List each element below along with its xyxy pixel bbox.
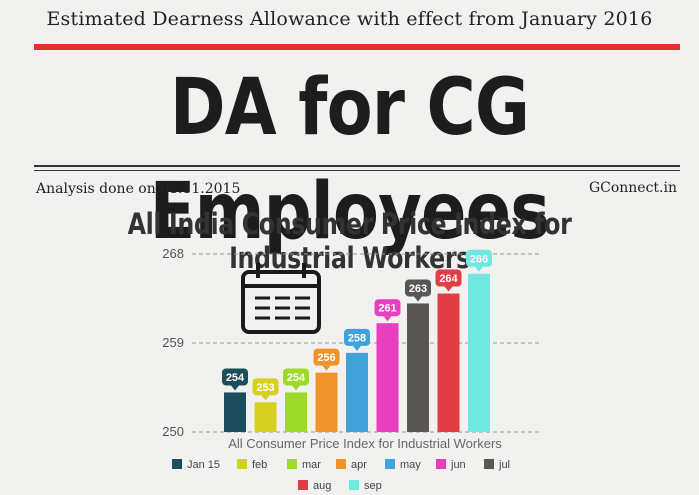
legend: Jan 15 feb mar apr may jun jul aug sep <box>172 459 510 492</box>
value-bubble <box>435 269 462 287</box>
legend-swatch <box>298 480 308 490</box>
legend-label: mar <box>302 459 321 471</box>
analysis-note: Analysis done on 01.11.2015 <box>36 181 241 197</box>
bar-may[interactable] <box>346 352 368 432</box>
legend-label: Jan 15 <box>187 459 220 471</box>
value-label: 263 <box>409 283 427 295</box>
legend-swatch <box>172 459 182 469</box>
value-bubble <box>405 279 431 297</box>
value-label: 258 <box>348 332 366 344</box>
legend-item-sep[interactable]: sep <box>349 480 382 492</box>
page-title: DA for CG Employees <box>149 63 551 257</box>
bar-jul[interactable] <box>407 303 429 432</box>
legend-label: feb <box>252 459 267 471</box>
legend-label: aug <box>313 480 331 492</box>
y-ticks: 250 259 268 <box>162 246 184 439</box>
rule-thin <box>34 170 680 171</box>
value-bubble <box>374 299 401 317</box>
bar-mar[interactable] <box>285 392 307 432</box>
bar-feb[interactable] <box>254 402 277 432</box>
value-bubble <box>252 378 279 396</box>
calendar-icon <box>241 263 321 334</box>
legend-label: may <box>400 459 421 471</box>
bar-apr[interactable] <box>315 372 338 432</box>
legend-item-apr[interactable]: apr <box>336 459 367 471</box>
bar-aug[interactable] <box>437 293 460 432</box>
value-bubble <box>222 368 248 386</box>
y-tick-label: 250 <box>162 424 184 439</box>
value-label: 254 <box>226 372 245 384</box>
legend-item-jun[interactable]: jun <box>436 459 466 471</box>
value-label: 266 <box>470 253 488 265</box>
value-bubble <box>344 328 370 346</box>
value-bubble-pointer <box>475 266 483 272</box>
legend-item-jan-15[interactable]: Jan 15 <box>172 459 220 471</box>
legend-label: jun <box>450 459 466 471</box>
subtitle: Estimated Dearness Allowance with effect… <box>46 8 653 30</box>
chart-title: All India Consumer Price Index for Indus… <box>127 207 572 275</box>
rule-thick <box>34 165 680 167</box>
value-bubble-pointer <box>292 385 300 391</box>
bar-sep[interactable] <box>468 273 490 432</box>
legend-label: jul <box>498 459 510 471</box>
value-labels: 254 253 254 256 258 261 263 264 266 <box>222 249 492 401</box>
red-divider <box>34 44 680 50</box>
value-bubble-pointer <box>353 345 361 351</box>
value-bubble-pointer <box>414 296 422 302</box>
legend-swatch <box>287 459 297 469</box>
x-axis-label: All Consumer Price Index for Industrial … <box>228 436 502 451</box>
value-label: 261 <box>378 303 396 315</box>
legend-item-jul[interactable]: jul <box>484 459 510 471</box>
value-bubble <box>313 348 340 366</box>
value-bubble-pointer <box>231 385 239 391</box>
legend-item-mar[interactable]: mar <box>287 459 321 471</box>
value-bubble-pointer <box>261 395 270 401</box>
value-bubble-pointer <box>383 316 392 322</box>
y-tick-label: 268 <box>162 246 184 261</box>
value-label: 264 <box>439 273 458 285</box>
legend-label: sep <box>364 480 382 492</box>
legend-swatch <box>237 459 247 469</box>
bars <box>224 273 490 432</box>
y-tick-label: 259 <box>162 335 184 350</box>
value-label: 256 <box>317 352 335 364</box>
legend-item-feb[interactable]: feb <box>237 459 267 471</box>
legend-swatch <box>484 459 494 469</box>
source-label: GConnect.in <box>588 180 677 196</box>
value-label: 253 <box>256 382 274 394</box>
value-label: 254 <box>287 372 306 384</box>
legend-swatch <box>385 459 395 469</box>
legend-swatch <box>349 480 359 490</box>
bar-jun[interactable] <box>376 323 399 432</box>
legend-swatch <box>336 459 346 469</box>
value-bubble <box>283 368 309 386</box>
bar-jan-15[interactable] <box>224 392 246 432</box>
legend-item-may[interactable]: may <box>385 459 421 471</box>
value-bubble <box>466 249 492 267</box>
legend-swatch <box>436 459 446 469</box>
value-bubble-pointer <box>444 286 453 292</box>
legend-label: apr <box>351 459 367 471</box>
legend-item-aug[interactable]: aug <box>298 480 331 492</box>
value-bubble-pointer <box>322 365 331 371</box>
